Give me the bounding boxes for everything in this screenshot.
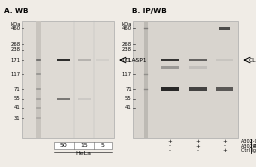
Bar [36, 21, 41, 138]
Bar [161, 66, 179, 69]
Bar [189, 66, 207, 69]
Text: HeLa: HeLa [75, 151, 91, 156]
Text: CLASP1: CLASP1 [125, 58, 147, 62]
Text: 460: 460 [10, 26, 20, 31]
Bar [189, 87, 207, 91]
Text: A302-085A: A302-085A [241, 139, 256, 144]
Text: 268: 268 [122, 42, 132, 47]
Text: 117: 117 [10, 72, 20, 76]
Text: 55: 55 [14, 96, 20, 101]
Text: 171: 171 [10, 58, 20, 62]
Text: kDa: kDa [10, 22, 20, 27]
Text: 460: 460 [122, 26, 132, 31]
Text: 268: 268 [10, 42, 20, 47]
Text: +: + [196, 139, 200, 144]
Text: 5: 5 [101, 143, 105, 148]
Text: 117: 117 [122, 72, 132, 76]
Text: B. IP/WB: B. IP/WB [132, 8, 167, 14]
Text: 15: 15 [81, 143, 88, 148]
Bar [78, 59, 91, 61]
Text: +: + [196, 144, 200, 149]
Text: 71: 71 [14, 87, 20, 92]
Bar [144, 21, 148, 138]
Bar [161, 59, 179, 61]
Bar [216, 87, 233, 91]
Text: -: - [223, 144, 226, 149]
Text: 238: 238 [122, 47, 132, 52]
Text: 71: 71 [125, 87, 132, 92]
Text: +: + [167, 139, 172, 144]
Text: A. WB: A. WB [4, 8, 28, 14]
Text: 41: 41 [14, 106, 20, 110]
Bar [219, 27, 230, 30]
Bar [78, 98, 91, 100]
Text: -: - [197, 148, 199, 153]
Text: CLASP1: CLASP1 [249, 58, 256, 62]
Text: 50: 50 [59, 143, 67, 148]
Text: -: - [169, 144, 171, 149]
Bar [133, 21, 238, 138]
Bar [216, 59, 233, 61]
Text: IP: IP [253, 144, 256, 149]
Text: +: + [222, 139, 227, 144]
Text: +: + [222, 148, 227, 153]
Text: 55: 55 [125, 96, 132, 101]
Text: 171: 171 [122, 58, 132, 62]
Bar [54, 142, 112, 149]
Bar [161, 87, 179, 91]
Text: Ctrl IgG: Ctrl IgG [241, 148, 256, 153]
Bar [189, 59, 207, 61]
Text: -: - [169, 148, 171, 153]
Bar [57, 59, 70, 61]
Bar [57, 98, 70, 100]
Bar [97, 59, 109, 61]
Text: 41: 41 [125, 106, 132, 110]
Text: 31: 31 [14, 116, 20, 121]
Text: A302-086A: A302-086A [241, 144, 256, 149]
Bar [22, 21, 114, 138]
Text: 238: 238 [10, 47, 20, 52]
Text: kDa: kDa [121, 22, 132, 27]
